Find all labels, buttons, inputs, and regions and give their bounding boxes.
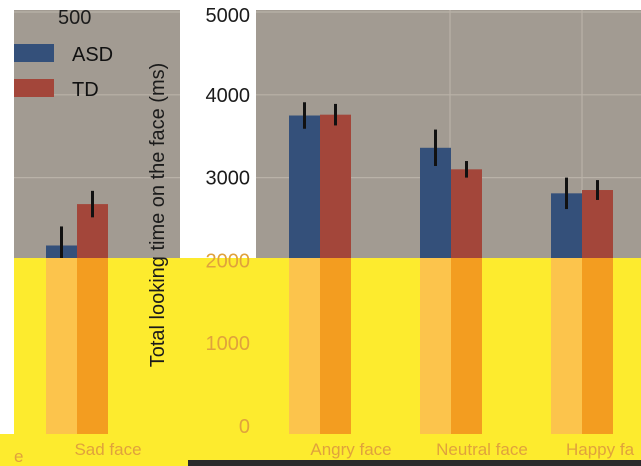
x-category-label-1: Angry face: [310, 440, 391, 459]
bar-asd-neutral-face: [420, 147, 451, 258]
legend: ASD TD: [14, 44, 113, 101]
bar-occluded-td-neutral-face: [451, 258, 482, 434]
y-axis-label: Total looking time on the face (ms): [147, 63, 169, 368]
error-bars-group: [60, 102, 599, 258]
y-tick-label-1000: 1000: [206, 333, 251, 355]
x-category-labels: Sad face Angry face Neutral face Happy fa: [74, 440, 634, 459]
bar-td-neutral-face: [451, 169, 482, 258]
bar-occluded-td-happy-face: [582, 258, 613, 434]
bar-occluded-asd-sad-face: [46, 258, 77, 434]
bar-occluded-td-sad-face: [77, 258, 108, 434]
partial-category-label: e: [14, 447, 23, 466]
legend-label-asd: ASD: [72, 44, 113, 66]
y-tick-label-0: 0: [239, 416, 250, 438]
bar-occluded-asd-happy-face: [551, 258, 582, 434]
ylabel-strip: [180, 10, 256, 258]
legend-swatch-asd: [14, 44, 54, 62]
bar-occluded-asd-neutral-face: [420, 258, 451, 434]
y-tick-label-3000: 3000: [206, 168, 251, 190]
y-tick-label-4000: 4000: [206, 85, 251, 107]
y-tick-label-5000: 5000: [206, 5, 251, 27]
dark-bottom-strip: [188, 460, 641, 466]
bar-occluded-td-angry-face: [320, 258, 351, 434]
y-tick-labels: 0 1000 2000 3000 4000 5000: [206, 5, 251, 438]
bars-group: [46, 114, 613, 434]
partial-tick-label: 500: [58, 7, 91, 29]
x-category-label-2: Neutral face: [436, 440, 528, 459]
legend-label-td: TD: [72, 79, 99, 101]
x-category-label-3: Happy fa: [566, 440, 635, 459]
legend-swatch-td: [14, 79, 54, 97]
bar-asd-angry-face: [289, 115, 320, 258]
bar-occluded-asd-angry-face: [289, 258, 320, 434]
x-category-label-0: Sad face: [74, 440, 141, 459]
bar-td-happy-face: [582, 190, 613, 258]
bar-td-angry-face: [320, 114, 351, 258]
y-tick-label-2000: 2000: [206, 250, 251, 272]
